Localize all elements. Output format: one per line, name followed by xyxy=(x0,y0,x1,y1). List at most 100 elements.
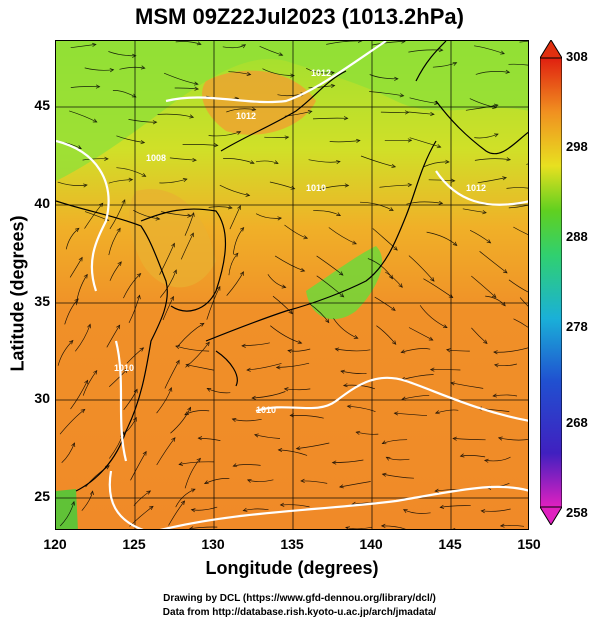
streamline xyxy=(228,71,251,75)
streamline xyxy=(401,348,431,353)
streamline xyxy=(108,179,133,184)
streamline-arrowhead xyxy=(136,294,141,300)
x-axis-label: Longitude (degrees) xyxy=(205,558,379,578)
streamline-arrowhead xyxy=(452,61,458,66)
credit-text: Drawing by DCL (https://www.gfd-dennou.o… xyxy=(0,592,599,620)
streamline xyxy=(82,370,98,396)
streamline-arrowhead xyxy=(92,118,98,123)
streamline-arrowhead xyxy=(506,157,512,162)
streamline xyxy=(369,91,404,97)
streamline xyxy=(493,347,528,353)
streamline-arrowhead xyxy=(185,363,191,368)
streamline xyxy=(494,363,517,367)
streamline-arrowhead xyxy=(168,387,173,392)
streamline xyxy=(347,405,376,413)
streamline xyxy=(262,68,295,76)
streamline xyxy=(506,187,528,189)
streamline xyxy=(278,449,308,456)
streamline-arrowhead xyxy=(499,523,505,528)
streamline xyxy=(446,349,470,352)
colorbar-tick-308: 308 xyxy=(566,49,588,64)
streamline xyxy=(264,136,289,138)
streamline-arrowhead xyxy=(300,267,306,272)
streamline xyxy=(255,213,282,219)
streamline xyxy=(401,374,434,381)
streamline-arrowhead xyxy=(430,111,435,117)
streamline xyxy=(435,409,459,414)
streamline-arrowhead xyxy=(117,261,122,266)
streamline xyxy=(402,394,430,400)
streamline-arrowhead xyxy=(187,213,192,218)
streamline-arrowhead xyxy=(399,93,405,98)
streamline-arrowhead xyxy=(239,271,244,276)
streamline-arrowhead xyxy=(355,430,361,435)
streamline-arrowhead xyxy=(116,227,121,233)
streamline-arrowhead xyxy=(242,507,248,512)
streamline-arrowhead xyxy=(357,41,363,43)
colorbar-tick-278: 278 xyxy=(566,319,588,334)
streamline-arrowhead xyxy=(133,388,138,394)
isobar-label: 1008 xyxy=(146,153,166,163)
streamline-arrowhead xyxy=(355,138,361,143)
streamline xyxy=(108,51,136,57)
streamline xyxy=(313,210,341,216)
streamline-arrowhead xyxy=(434,410,440,415)
streamline xyxy=(477,177,507,184)
streamline-arrowhead xyxy=(402,509,408,514)
streamline xyxy=(329,140,360,143)
colorbar-tick-268: 268 xyxy=(566,415,588,430)
streamline-arrowhead xyxy=(443,324,448,329)
streamline xyxy=(408,111,435,115)
streamline-arrowhead xyxy=(339,293,345,298)
streamline xyxy=(161,211,192,217)
y-tick-45: 45 xyxy=(34,97,50,113)
streamline xyxy=(85,465,110,488)
y-tick-40: 40 xyxy=(34,195,50,211)
y-tick-25: 25 xyxy=(34,488,50,504)
streamline-arrowhead xyxy=(142,450,147,456)
streamline xyxy=(184,212,195,236)
streamline-arrowhead xyxy=(307,110,313,115)
streamline-arrowhead xyxy=(84,379,89,385)
streamline xyxy=(485,295,506,307)
streamline xyxy=(108,228,121,256)
streamline-arrowhead xyxy=(452,436,457,441)
streamline xyxy=(246,363,282,371)
streamline-arrowhead xyxy=(83,273,88,279)
streamline xyxy=(169,157,197,161)
streamline-arrowhead xyxy=(503,269,508,274)
streamline xyxy=(508,63,528,66)
streamline xyxy=(319,185,349,190)
streamline-arrowhead xyxy=(300,478,305,483)
streamline xyxy=(481,508,511,512)
streamline xyxy=(469,98,497,109)
streamline-arrowhead xyxy=(492,393,498,398)
streamline-arrowhead xyxy=(436,144,442,149)
streamline xyxy=(474,158,511,161)
coastlines xyxy=(56,41,528,492)
streamline-arrowhead xyxy=(196,457,201,463)
streamline-arrowhead xyxy=(330,70,335,75)
streamline xyxy=(123,273,141,299)
streamline-arrowhead xyxy=(90,490,95,496)
streamline xyxy=(70,44,96,49)
streamline xyxy=(453,438,486,441)
streamline xyxy=(450,382,484,389)
streamline xyxy=(191,506,218,511)
streamline xyxy=(316,275,344,298)
streamline xyxy=(386,456,410,461)
streamline-arrowhead xyxy=(245,192,251,197)
streamline-arrowhead xyxy=(136,273,142,278)
streamline xyxy=(475,71,510,75)
streamline xyxy=(406,201,443,205)
streamline xyxy=(465,104,498,111)
streamline-arrowhead xyxy=(146,490,152,495)
streamline-arrowhead xyxy=(493,133,499,138)
streamline xyxy=(175,488,196,508)
streamline-arrowhead xyxy=(254,433,259,438)
streamline xyxy=(186,364,214,371)
streamline xyxy=(69,110,97,123)
isobar-label: 1012 xyxy=(466,183,486,193)
streamline xyxy=(272,295,293,314)
streamline-arrowhead xyxy=(391,306,396,311)
